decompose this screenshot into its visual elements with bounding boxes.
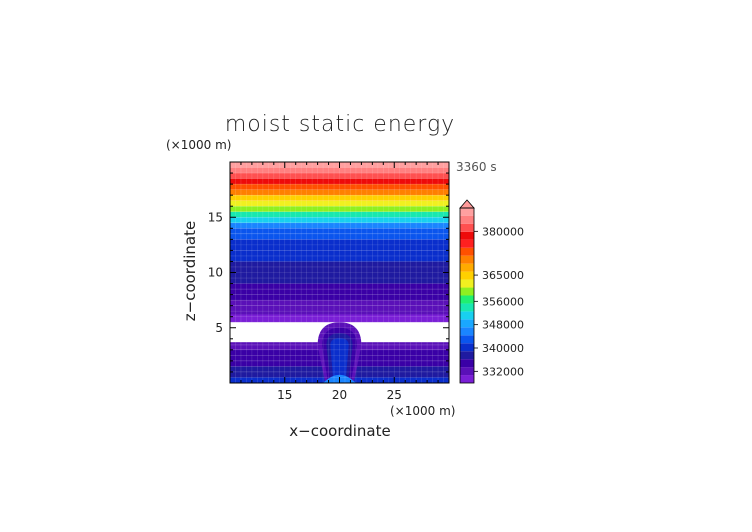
axes: 15 20 25 5 10 15 [208, 161, 450, 402]
colorbar-swatch [460, 231, 474, 240]
colorbar-swatch [460, 303, 474, 312]
field-band [230, 261, 449, 273]
z-tick-label: 15 [208, 210, 223, 224]
field-band [230, 222, 449, 229]
field-band [230, 195, 449, 201]
colorbar-swatch [460, 271, 474, 280]
field-band [230, 173, 449, 179]
plume-shell [330, 338, 349, 383]
field-band [230, 289, 449, 295]
colorbar-swatch [460, 343, 474, 352]
colorbar-swatch [460, 335, 474, 344]
colorbar-extend-arrow [459, 199, 475, 209]
colorbar-swatch [460, 239, 474, 248]
colorbar-swatch [460, 223, 474, 232]
colorbar-frame [459, 207, 475, 384]
x-axis-unit: (×1000 m) [390, 404, 456, 418]
time-label: 3360 s [456, 160, 497, 174]
colorbar-swatch [460, 263, 474, 272]
colorbar-swatch [460, 311, 474, 320]
colorbar-swatch [460, 375, 474, 383]
x-tick-label: 20 [332, 388, 347, 402]
colorbar-swatch [460, 327, 474, 336]
colorbar-label: 340000 [482, 342, 524, 355]
field-band [230, 184, 449, 190]
colorbar-swatch [460, 359, 474, 368]
field-band [230, 250, 449, 262]
chart-title: moist static energy [224, 112, 456, 137]
field-band [230, 200, 449, 207]
colorbar-swatch [460, 279, 474, 288]
x-axis-title: x−coordinate [289, 422, 391, 440]
colorbar-swatch [460, 287, 474, 296]
field-band [230, 233, 449, 240]
field-band [230, 314, 449, 323]
x-tick-label: 25 [387, 388, 402, 402]
field-band [230, 300, 449, 306]
field-band [230, 178, 449, 185]
colorbar: 332000 340000 348000 356000 365000 380000 [459, 199, 524, 384]
colorbar-label: 348000 [482, 319, 524, 332]
colorbar-swatch [460, 215, 474, 224]
colorbar-label: 365000 [482, 269, 524, 282]
field-band [230, 167, 449, 174]
colorbar-swatch [460, 208, 474, 216]
field-band [230, 228, 449, 234]
field-band [230, 217, 449, 223]
colorbar-swatch [460, 255, 474, 264]
plot-area [230, 162, 449, 383]
z-axis-unit: (×1000 m) [166, 138, 232, 152]
field-band [230, 211, 449, 218]
field-band [230, 239, 449, 251]
colorbar-label: 356000 [482, 295, 524, 308]
colorbar-swatch [460, 367, 474, 376]
field-band [230, 272, 449, 284]
field-band [230, 189, 449, 196]
z-tick-label: 5 [215, 321, 223, 335]
colorbar-swatch [460, 247, 474, 256]
field-band [230, 283, 449, 290]
colorbar-label: 332000 [482, 365, 524, 378]
colorbar-swatch [460, 295, 474, 304]
field-band [230, 206, 449, 212]
field-band [230, 305, 449, 315]
z-tick-label: 10 [208, 266, 223, 280]
field-band [230, 294, 449, 301]
colorbar-swatch [460, 319, 474, 328]
colorbar-swatch [460, 351, 474, 360]
x-tick-label: 15 [277, 388, 292, 402]
colorbar-label: 380000 [482, 225, 524, 238]
